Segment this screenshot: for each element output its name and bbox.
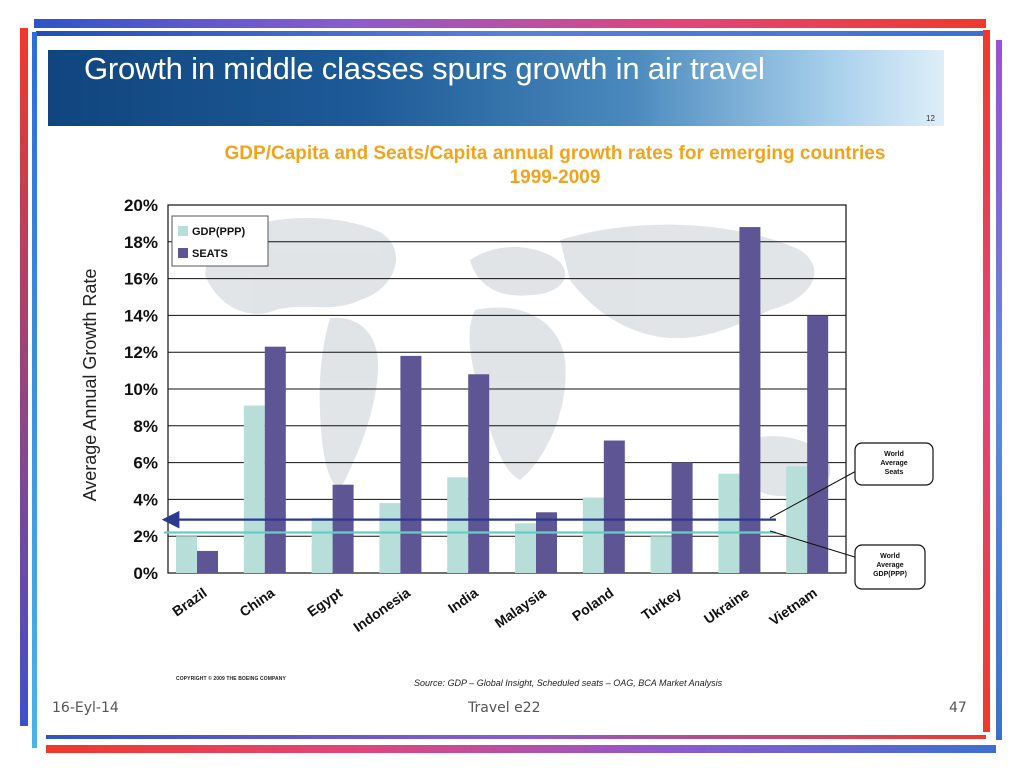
callout-world-average-seats: World Average Seats bbox=[769, 442, 934, 519]
bar-seats-turkey bbox=[671, 462, 693, 573]
bar-seats-poland bbox=[603, 440, 625, 573]
bar-seats-indonesia bbox=[400, 355, 422, 573]
frame-right-violet-bar bbox=[996, 40, 1002, 740]
plot-area-border bbox=[167, 204, 847, 574]
y-tick-label: 14% bbox=[124, 306, 158, 325]
footer-date: 16-Eyl-14 bbox=[52, 700, 119, 716]
y-tick-label: 10% bbox=[124, 380, 158, 399]
bar-gdp-vietnam bbox=[786, 466, 808, 573]
bar-gdp-indonesia bbox=[379, 503, 401, 573]
bar-gdp-brazil bbox=[176, 536, 197, 573]
frame-top-red-bar bbox=[34, 19, 986, 28]
x-tick-label: Indonesia bbox=[350, 584, 413, 635]
bar-gdp-ukraine bbox=[718, 473, 740, 573]
chart-legend: GDP(PPP) SEATS bbox=[171, 215, 269, 267]
bar-gdp-china bbox=[243, 405, 265, 573]
chart-title: GDP/Capita and Seats/Capita annual growt… bbox=[224, 143, 886, 188]
x-tick-label: Malaysia bbox=[492, 584, 549, 631]
bar-gdp-malaysia bbox=[515, 523, 536, 573]
legend-label-seats: SEATS bbox=[192, 248, 228, 260]
source-note: Source: GDP – Global Insight, Scheduled … bbox=[414, 678, 723, 688]
footer-page-number: 47 bbox=[949, 700, 967, 716]
bar-seats-ukraine bbox=[739, 227, 761, 573]
y-tick-label: 12% bbox=[124, 343, 158, 362]
x-tick-label: Ukraine bbox=[701, 584, 752, 627]
legend-label-gdp: GDP(PPP) bbox=[192, 226, 246, 238]
footer-center: Travel e22 bbox=[468, 700, 541, 716]
bar-seats-brazil bbox=[197, 550, 218, 573]
reference-lines bbox=[161, 510, 776, 534]
legend-swatch-seats bbox=[178, 248, 188, 258]
x-tick-label: Egypt bbox=[304, 584, 345, 620]
y-tick-label: 4% bbox=[133, 490, 158, 509]
y-tick-label: 2% bbox=[133, 527, 158, 546]
frame-bottom-blue-bar bbox=[46, 735, 986, 739]
x-tick-label: Turkey bbox=[638, 584, 684, 623]
bar-gdp-turkey bbox=[650, 536, 672, 573]
title-banner bbox=[48, 50, 944, 126]
x-tick-label: China bbox=[236, 584, 277, 620]
bar-gdp-egypt bbox=[311, 517, 333, 573]
frame-top-blue-bar bbox=[36, 31, 986, 36]
bar-seats-vietnam bbox=[807, 315, 829, 573]
slide-title: Growth in middle classes spurs growth in… bbox=[84, 51, 765, 86]
frame-left-red-bar bbox=[20, 28, 28, 726]
callout-seats-label: World Average Seats bbox=[880, 451, 907, 476]
y-axis-label: Average Annual Growth Rate bbox=[80, 269, 100, 502]
frame-left-blue-bar bbox=[32, 32, 37, 748]
y-tick-label: 0% bbox=[133, 564, 158, 583]
y-tick-label: 8% bbox=[133, 417, 158, 436]
x-tick-label: Vietnam bbox=[766, 584, 820, 628]
bar-gdp-india bbox=[447, 477, 469, 573]
frame-right-red-bar bbox=[983, 30, 990, 732]
x-axis-ticks: Brazil China Egypt Indonesia India Malaysia Po… bbox=[169, 584, 820, 635]
slide-mini-number: 12 bbox=[926, 114, 935, 123]
bar-seats-india bbox=[468, 374, 490, 573]
y-tick-label: 20% bbox=[124, 196, 158, 215]
callout-world-average-gdp: World Average GDP(PPP) bbox=[769, 530, 926, 590]
world-map-background bbox=[205, 218, 831, 497]
y-axis-ticks: 0% 2% 4% 6% 8% 10% 12% 14% 16% 18% 20% bbox=[124, 196, 158, 583]
y-tick-label: 16% bbox=[124, 270, 158, 289]
legend-swatch-gdp bbox=[178, 226, 188, 236]
y-tick-label: 6% bbox=[133, 454, 158, 473]
bar-seats-china bbox=[264, 346, 286, 573]
bar-seats-malaysia bbox=[536, 512, 557, 573]
callout-gdp-label: World Average GDP(PPP) bbox=[873, 553, 907, 578]
x-tick-label: Brazil bbox=[169, 584, 209, 619]
frame-bottom-red-bar bbox=[46, 745, 996, 753]
bar-seats-egypt bbox=[332, 484, 354, 573]
copyright-note: COPYRIGHT © 2009 THE BOEING COMPANY bbox=[176, 676, 286, 682]
y-tick-label: 18% bbox=[124, 233, 158, 252]
bar-gdp-poland bbox=[582, 497, 604, 573]
x-tick-label: Poland bbox=[569, 584, 616, 624]
x-tick-label: India bbox=[445, 584, 481, 616]
